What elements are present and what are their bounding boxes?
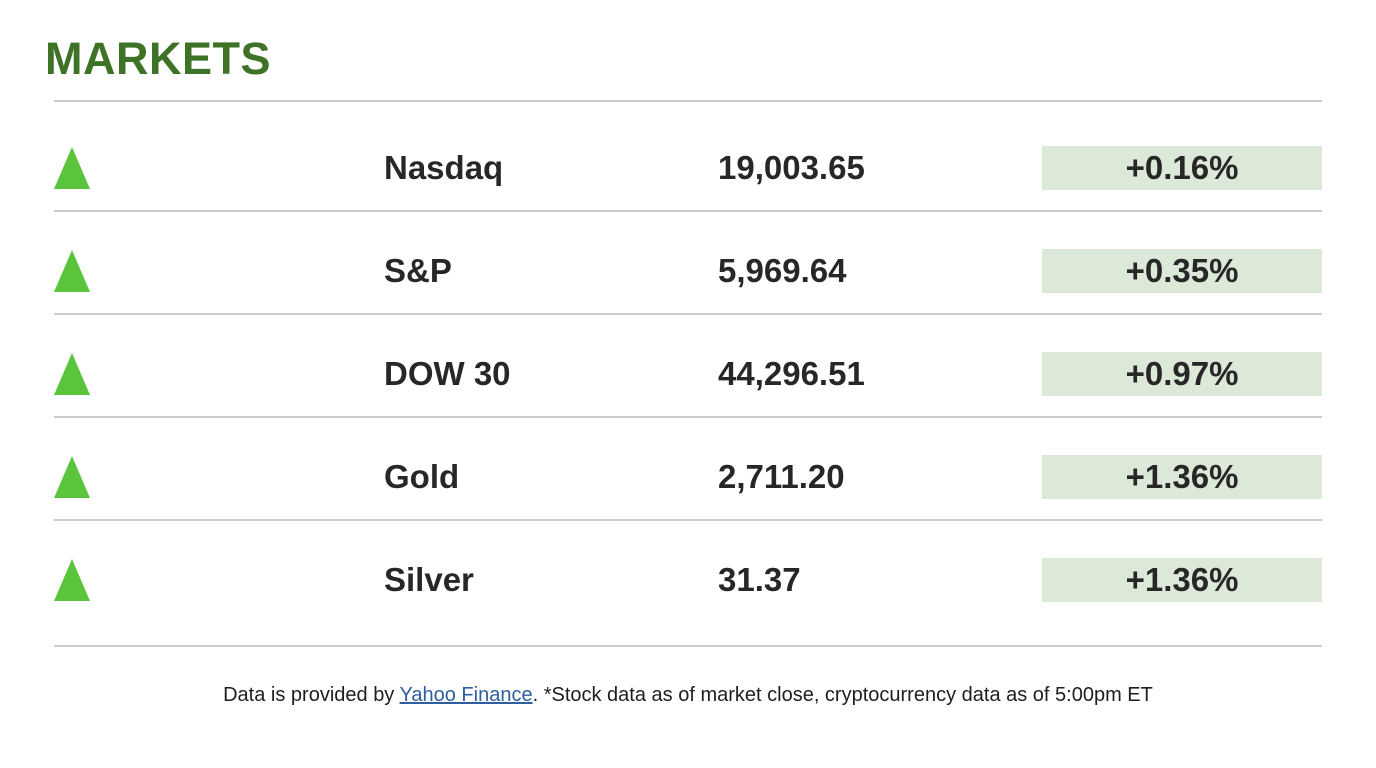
market-value: 31.37 — [718, 561, 801, 598]
change-badge: +1.36% — [1042, 558, 1322, 602]
direction-cell — [54, 455, 384, 499]
direction-cell — [54, 146, 384, 190]
market-row: Gold 2,711.20 +1.36% — [54, 416, 1322, 519]
page-title: MARKETS — [45, 33, 271, 84]
market-name: S&P — [384, 252, 452, 289]
market-value: 2,711.20 — [718, 458, 845, 495]
yahoo-finance-link[interactable]: Yahoo Finance — [399, 684, 533, 706]
market-value: 44,296.51 — [718, 355, 865, 392]
markets-table: Nasdaq 19,003.65 +0.16% S&P 5,969.64 +0.… — [54, 100, 1322, 647]
direction-cell — [54, 249, 384, 293]
market-row: DOW 30 44,296.51 +0.97% — [54, 313, 1322, 416]
up-triangle-icon — [54, 456, 90, 498]
market-name: Nasdaq — [384, 149, 504, 186]
market-row: S&P 5,969.64 +0.35% — [54, 210, 1322, 313]
up-triangle-icon — [54, 147, 90, 189]
direction-cell — [54, 558, 384, 602]
up-triangle-icon — [54, 353, 90, 395]
change-badge: +1.36% — [1042, 455, 1322, 499]
up-triangle-icon — [54, 250, 90, 292]
footer-note: Data is provided by Yahoo Finance. *Stoc… — [0, 683, 1376, 707]
footer-text-prefix: Data is provided by — [223, 684, 400, 706]
change-badge: +0.35% — [1042, 249, 1322, 293]
up-triangle-icon — [54, 559, 90, 601]
direction-cell — [54, 352, 384, 396]
market-row: Silver 31.37 +1.36% — [54, 519, 1322, 645]
change-badge: +0.16% — [1042, 146, 1322, 190]
footer-text-suffix: . *Stock data as of market close, crypto… — [532, 684, 1153, 706]
market-row: Nasdaq 19,003.65 +0.16% — [54, 100, 1322, 210]
market-value: 5,969.64 — [718, 252, 847, 289]
market-name: DOW 30 — [384, 355, 511, 392]
change-badge: +0.97% — [1042, 352, 1322, 396]
market-value: 19,003.65 — [718, 149, 865, 186]
market-name: Silver — [384, 561, 474, 598]
market-name: Gold — [384, 458, 460, 495]
